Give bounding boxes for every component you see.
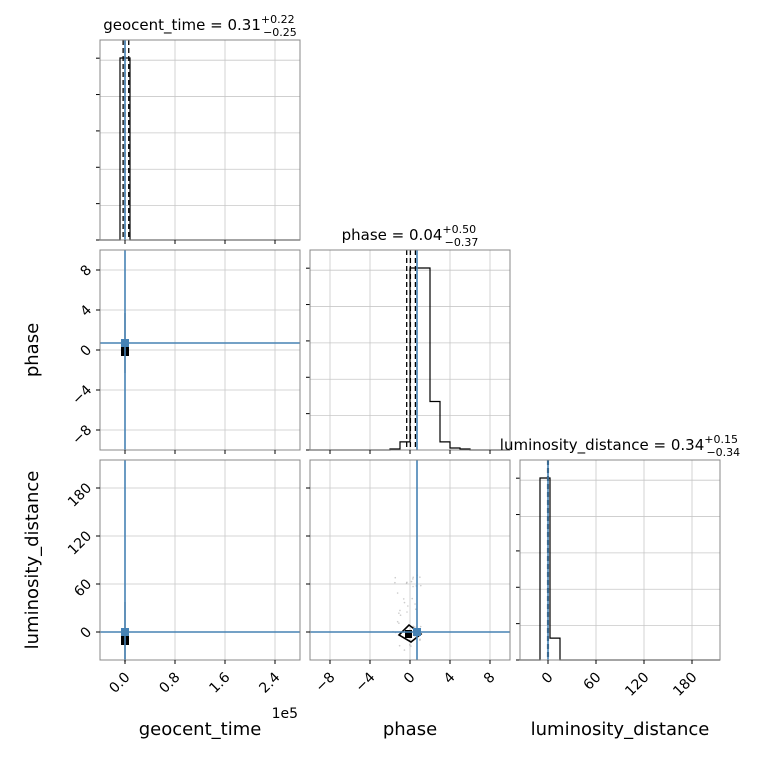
sample-point	[398, 612, 400, 614]
axes-frame	[99, 39, 301, 241]
histogram-luminosity_distance	[520, 477, 720, 661]
y-tick-label: 8	[78, 262, 96, 280]
sample-point	[394, 576, 397, 579]
sample-point	[403, 601, 406, 604]
x-tick-label: −8	[313, 670, 339, 696]
y-tick-label: 60	[71, 576, 95, 600]
panel-title-luminosity_distance: luminosity_distance = 0.34+0.15 −0.34	[500, 433, 740, 459]
sample-point	[419, 625, 422, 628]
xlabel-luminosity_distance: luminosity_distance	[531, 719, 710, 740]
sample-point	[414, 603, 416, 605]
truth-marker	[121, 339, 129, 347]
axes-frame	[99, 459, 301, 661]
axes-frame	[519, 459, 721, 661]
xlabel-phase: phase	[383, 719, 437, 740]
panel-title-geocent_time: geocent_time = 0.31+0.22 −0.25	[103, 13, 297, 39]
x-tick-label: 0.8	[156, 670, 183, 697]
panel-hist-luminosity_distance: luminosity_distance = 0.34+0.15 −0.34	[500, 433, 740, 661]
sample-point	[414, 608, 417, 610]
panel-hist-geocent_time: geocent_time = 0.31+0.22 −0.25	[96, 13, 300, 241]
panel-2d-geocent_time-vs-phase	[100, 250, 300, 450]
truth-marker	[121, 628, 129, 636]
y-tick-label: 0	[78, 342, 96, 360]
sample-point	[396, 620, 399, 623]
panel-hist-phase: phase = 0.04+0.50 −0.37	[306, 223, 510, 451]
sample-point	[412, 578, 414, 580]
sample-point	[410, 645, 412, 647]
panel-title-phase: phase = 0.04+0.50 −0.37	[342, 223, 479, 249]
x-tick-label: 0	[401, 670, 419, 688]
sample-point	[398, 622, 400, 624]
x-tick-label: 60	[581, 670, 605, 694]
sample-point	[412, 576, 414, 579]
panel-2d-geocent_time-vs-luminosity_distance	[100, 460, 300, 662]
sample-point	[399, 614, 402, 617]
y-tick-label: 120	[65, 528, 95, 558]
sample-point	[406, 581, 408, 584]
ylabel-phase: phase	[22, 323, 43, 377]
panel-2d-phase-vs-luminosity_distance	[310, 460, 510, 660]
x-tick-label: 120	[622, 670, 652, 700]
y-tick-label: −4	[69, 382, 95, 408]
sample-point	[411, 597, 414, 600]
y-tick-label: −8	[69, 422, 95, 448]
y-tick-label: 0	[78, 624, 96, 642]
sample-point	[412, 625, 415, 628]
x-tick-label: 2.4	[256, 669, 283, 696]
xlabel-geocent_time: geocent_time	[139, 719, 262, 740]
x-tick-label: −4	[353, 669, 379, 695]
sample-point	[403, 649, 406, 651]
sample-point	[419, 576, 421, 578]
x-tick-label: 1.6	[206, 669, 233, 696]
sample-point	[409, 643, 411, 646]
x-tick-label: 8	[481, 670, 499, 688]
sample-point	[410, 580, 413, 583]
sample-point	[399, 609, 401, 612]
sample-point	[407, 605, 409, 607]
sample-point	[396, 592, 399, 594]
sample-point	[413, 626, 416, 628]
x-tick-label: 0.0	[106, 670, 133, 697]
x-tick-label: 0	[539, 670, 557, 688]
sample-point	[419, 584, 422, 587]
x-tick-label: 180	[670, 670, 700, 700]
x-tick-label: 4	[441, 669, 459, 687]
sample-point	[402, 598, 405, 600]
truth-marker	[413, 628, 421, 636]
y-tick-label: 180	[65, 480, 95, 510]
sample-point	[406, 611, 408, 613]
histogram-geocent_time	[100, 57, 300, 241]
sample-point	[412, 585, 414, 588]
sample-point	[419, 638, 421, 641]
sample-point	[398, 644, 401, 647]
ylabel-luminosity_distance: luminosity_distance	[22, 471, 43, 650]
sample-point	[394, 581, 396, 584]
y-tick-label: 4	[78, 302, 96, 320]
x-offset-text: 1e5	[272, 706, 298, 722]
density-core	[405, 630, 412, 638]
